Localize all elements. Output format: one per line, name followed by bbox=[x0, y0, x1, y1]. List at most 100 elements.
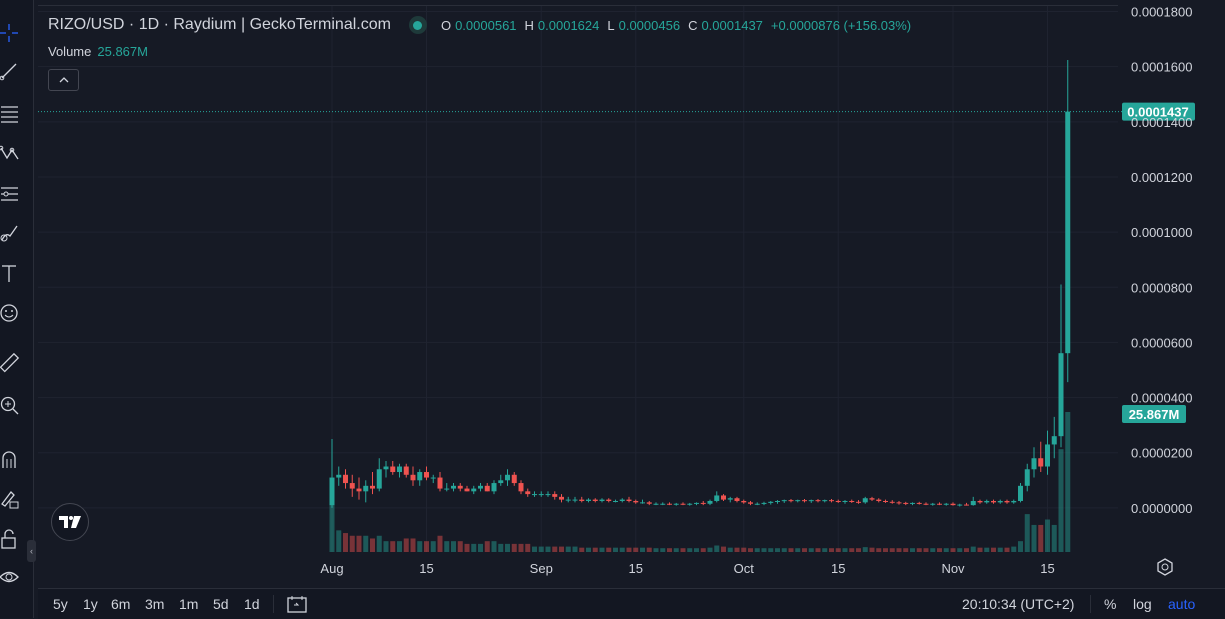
volume-key: Volume bbox=[48, 44, 92, 59]
volume-bar bbox=[592, 547, 598, 552]
candlesticks bbox=[329, 60, 1071, 508]
candle bbox=[329, 438, 335, 508]
candle bbox=[1051, 416, 1057, 459]
tradingview-logo[interactable] bbox=[51, 503, 89, 541]
range-6m-button[interactable]: 6m bbox=[111, 596, 131, 612]
candle-body bbox=[727, 498, 733, 500]
volume-bar bbox=[403, 538, 409, 552]
volume-bar bbox=[619, 547, 625, 552]
candle bbox=[1018, 483, 1023, 503]
candle-body bbox=[700, 502, 706, 504]
brush-icon[interactable] bbox=[0, 220, 22, 246]
candle-body bbox=[889, 501, 895, 503]
volume-bar bbox=[572, 546, 578, 552]
volume-bar bbox=[437, 535, 443, 552]
candle bbox=[444, 483, 450, 492]
close-key: C bbox=[688, 17, 698, 33]
candle bbox=[876, 498, 882, 503]
candle-body bbox=[896, 502, 902, 504]
current-price-line: 0.0001437 25.867M bbox=[38, 102, 1195, 423]
candle bbox=[363, 480, 369, 503]
volume-bar bbox=[640, 547, 645, 552]
legend-collapse-button[interactable] bbox=[48, 69, 79, 91]
volume-bar bbox=[673, 548, 679, 552]
price-tick-label: 0.0001400 bbox=[1131, 115, 1192, 130]
candle-body bbox=[673, 503, 679, 505]
trend-line-icon[interactable] bbox=[0, 58, 22, 84]
volume-bar bbox=[862, 547, 868, 552]
volume-bar bbox=[586, 547, 591, 552]
forecast-icon[interactable] bbox=[0, 180, 22, 206]
volume-bar bbox=[343, 533, 348, 552]
candle bbox=[856, 500, 861, 504]
time-tick-label: 15 bbox=[831, 561, 845, 576]
candle bbox=[1065, 60, 1071, 383]
crosshair-icon[interactable] bbox=[0, 20, 22, 46]
range-5y-button[interactable]: 5y bbox=[53, 596, 68, 612]
candle bbox=[889, 500, 895, 504]
zoom-in-icon[interactable] bbox=[0, 392, 22, 418]
interval-label: 1D bbox=[138, 16, 160, 33]
candle bbox=[849, 499, 855, 503]
symbol-title[interactable]: RIZO/USD · 1D · Raydium | GeckoTerminal.… bbox=[48, 16, 391, 33]
candle bbox=[680, 502, 686, 506]
pattern-icon[interactable] bbox=[0, 140, 22, 166]
candle-body bbox=[876, 499, 882, 501]
candle bbox=[768, 500, 774, 505]
candle bbox=[970, 496, 976, 506]
magnet-icon[interactable] bbox=[0, 446, 22, 472]
time-tick-label: Sep bbox=[530, 561, 553, 576]
volume-bar bbox=[721, 546, 726, 552]
range-1m-button[interactable]: 1m bbox=[179, 596, 199, 612]
candle bbox=[1004, 499, 1010, 504]
candle-body bbox=[687, 503, 693, 505]
market-status-icon[interactable] bbox=[408, 16, 427, 34]
candle bbox=[896, 500, 902, 505]
candle-body bbox=[336, 474, 342, 478]
top-border bbox=[38, 5, 1118, 6]
volume-bar bbox=[525, 543, 531, 552]
volume-bar bbox=[397, 541, 402, 552]
candle-body bbox=[768, 501, 774, 503]
volume-bar bbox=[910, 548, 915, 552]
volume-bar bbox=[950, 548, 956, 552]
range-1y-button[interactable]: 1y bbox=[83, 596, 98, 612]
candle bbox=[505, 469, 510, 486]
volume-bar bbox=[964, 548, 969, 552]
lock-draw-icon[interactable] bbox=[0, 486, 22, 512]
candle-body bbox=[437, 477, 443, 489]
emoji-icon[interactable] bbox=[0, 300, 22, 326]
candle-body bbox=[856, 501, 861, 503]
candle-body bbox=[478, 485, 483, 489]
log-scale-button[interactable]: log bbox=[1133, 596, 1152, 612]
candle-body bbox=[694, 502, 699, 504]
volume-bar bbox=[889, 548, 895, 552]
price-tick-label: 0.0000400 bbox=[1131, 391, 1192, 406]
candle-body bbox=[1065, 111, 1071, 354]
candle bbox=[781, 499, 787, 503]
clock-timezone[interactable]: 20:10:34 (UTC+2) bbox=[962, 596, 1075, 612]
fib-icon[interactable] bbox=[0, 100, 22, 126]
candle bbox=[802, 499, 807, 503]
goto-date-icon[interactable] bbox=[286, 594, 308, 617]
candle-body bbox=[633, 500, 639, 503]
eye-icon[interactable] bbox=[0, 564, 22, 590]
text-icon[interactable] bbox=[0, 260, 22, 286]
ruler-icon[interactable] bbox=[0, 350, 22, 376]
percent-scale-button[interactable]: % bbox=[1104, 596, 1117, 612]
candle bbox=[343, 469, 348, 489]
candle bbox=[640, 499, 645, 504]
auto-scale-button[interactable]: auto bbox=[1168, 596, 1196, 612]
volume-bar bbox=[937, 548, 942, 552]
candle-body bbox=[646, 502, 652, 504]
range-3m-button[interactable]: 3m bbox=[145, 596, 165, 612]
settings-icon[interactable] bbox=[1156, 558, 1174, 581]
toolbar-collapse-button[interactable]: ‹ bbox=[27, 540, 36, 562]
candle-body bbox=[599, 499, 605, 501]
candle-body bbox=[1038, 458, 1044, 467]
lock-icon[interactable] bbox=[0, 526, 22, 552]
range-5d-button[interactable]: 5d bbox=[213, 596, 229, 612]
candle-body bbox=[869, 498, 875, 500]
range-1d-button[interactable]: 1d bbox=[244, 596, 260, 612]
